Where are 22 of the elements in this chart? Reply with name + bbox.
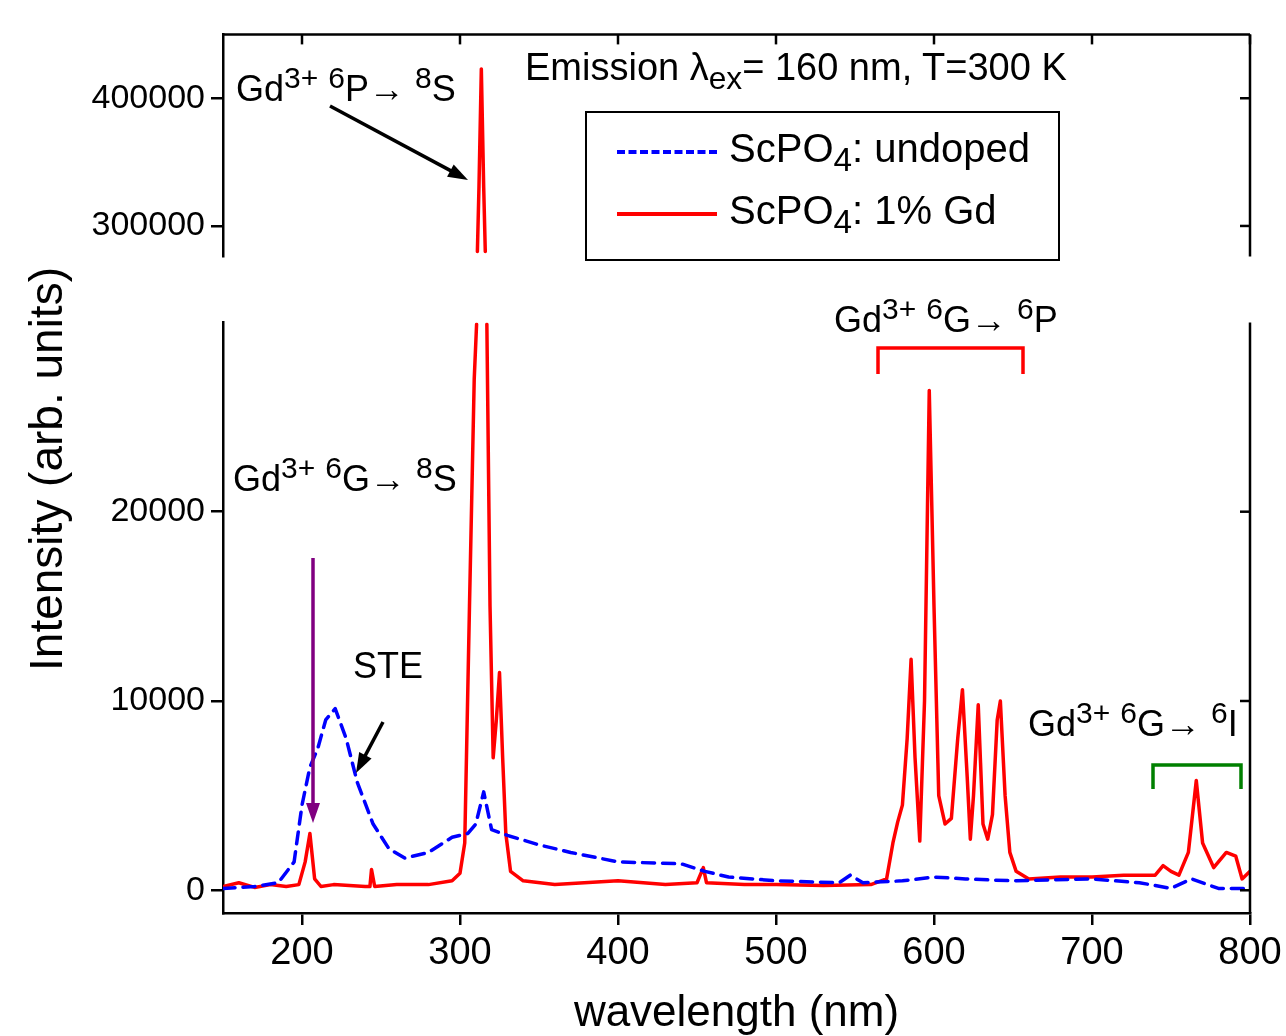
- legend-label: ScPO$_{4}$: 1% Gd: [729, 187, 997, 241]
- x-tick-label: 500: [744, 930, 808, 973]
- y-axis-title: Intensity (arb. units): [20, 267, 72, 671]
- x-tick-label: 400: [586, 930, 650, 973]
- y-tick-label: 10000: [110, 679, 205, 718]
- x-tick-label: 200: [270, 930, 334, 973]
- x-tick-label: 700: [1060, 930, 1124, 973]
- x-tick-label: 800: [1218, 930, 1282, 973]
- y-tick-label: 20000: [110, 490, 205, 529]
- x-axis-title: wavelength (nm): [572, 985, 900, 1035]
- annotation: Gd$^{3+}$ $^{6}$G→ $^{8}$S: [233, 451, 457, 499]
- x-tick-label: 600: [902, 930, 966, 973]
- legend-label: ScPO$_{4}$: undoped: [729, 125, 1030, 179]
- y-tick-label: 300000: [91, 204, 205, 243]
- y-tick-label: 400000: [91, 76, 205, 115]
- chart-title: Emission λ$_{ex}$= 160 nm, T=300 K: [525, 46, 1067, 96]
- annotation: Gd$^{3+}$ $^{6}$G→ $^{6}$P: [834, 292, 1058, 340]
- annotation: Gd$^{3+}$ $^{6}$G→ $^{6}$I: [1028, 696, 1238, 744]
- annotation: STE: [353, 645, 424, 686]
- y-tick-label: 0: [186, 868, 205, 907]
- x-tick-label: 300: [428, 930, 492, 973]
- annotation: Gd$^{3+}$ $^{6}$P→ $^{8}$S: [236, 61, 456, 109]
